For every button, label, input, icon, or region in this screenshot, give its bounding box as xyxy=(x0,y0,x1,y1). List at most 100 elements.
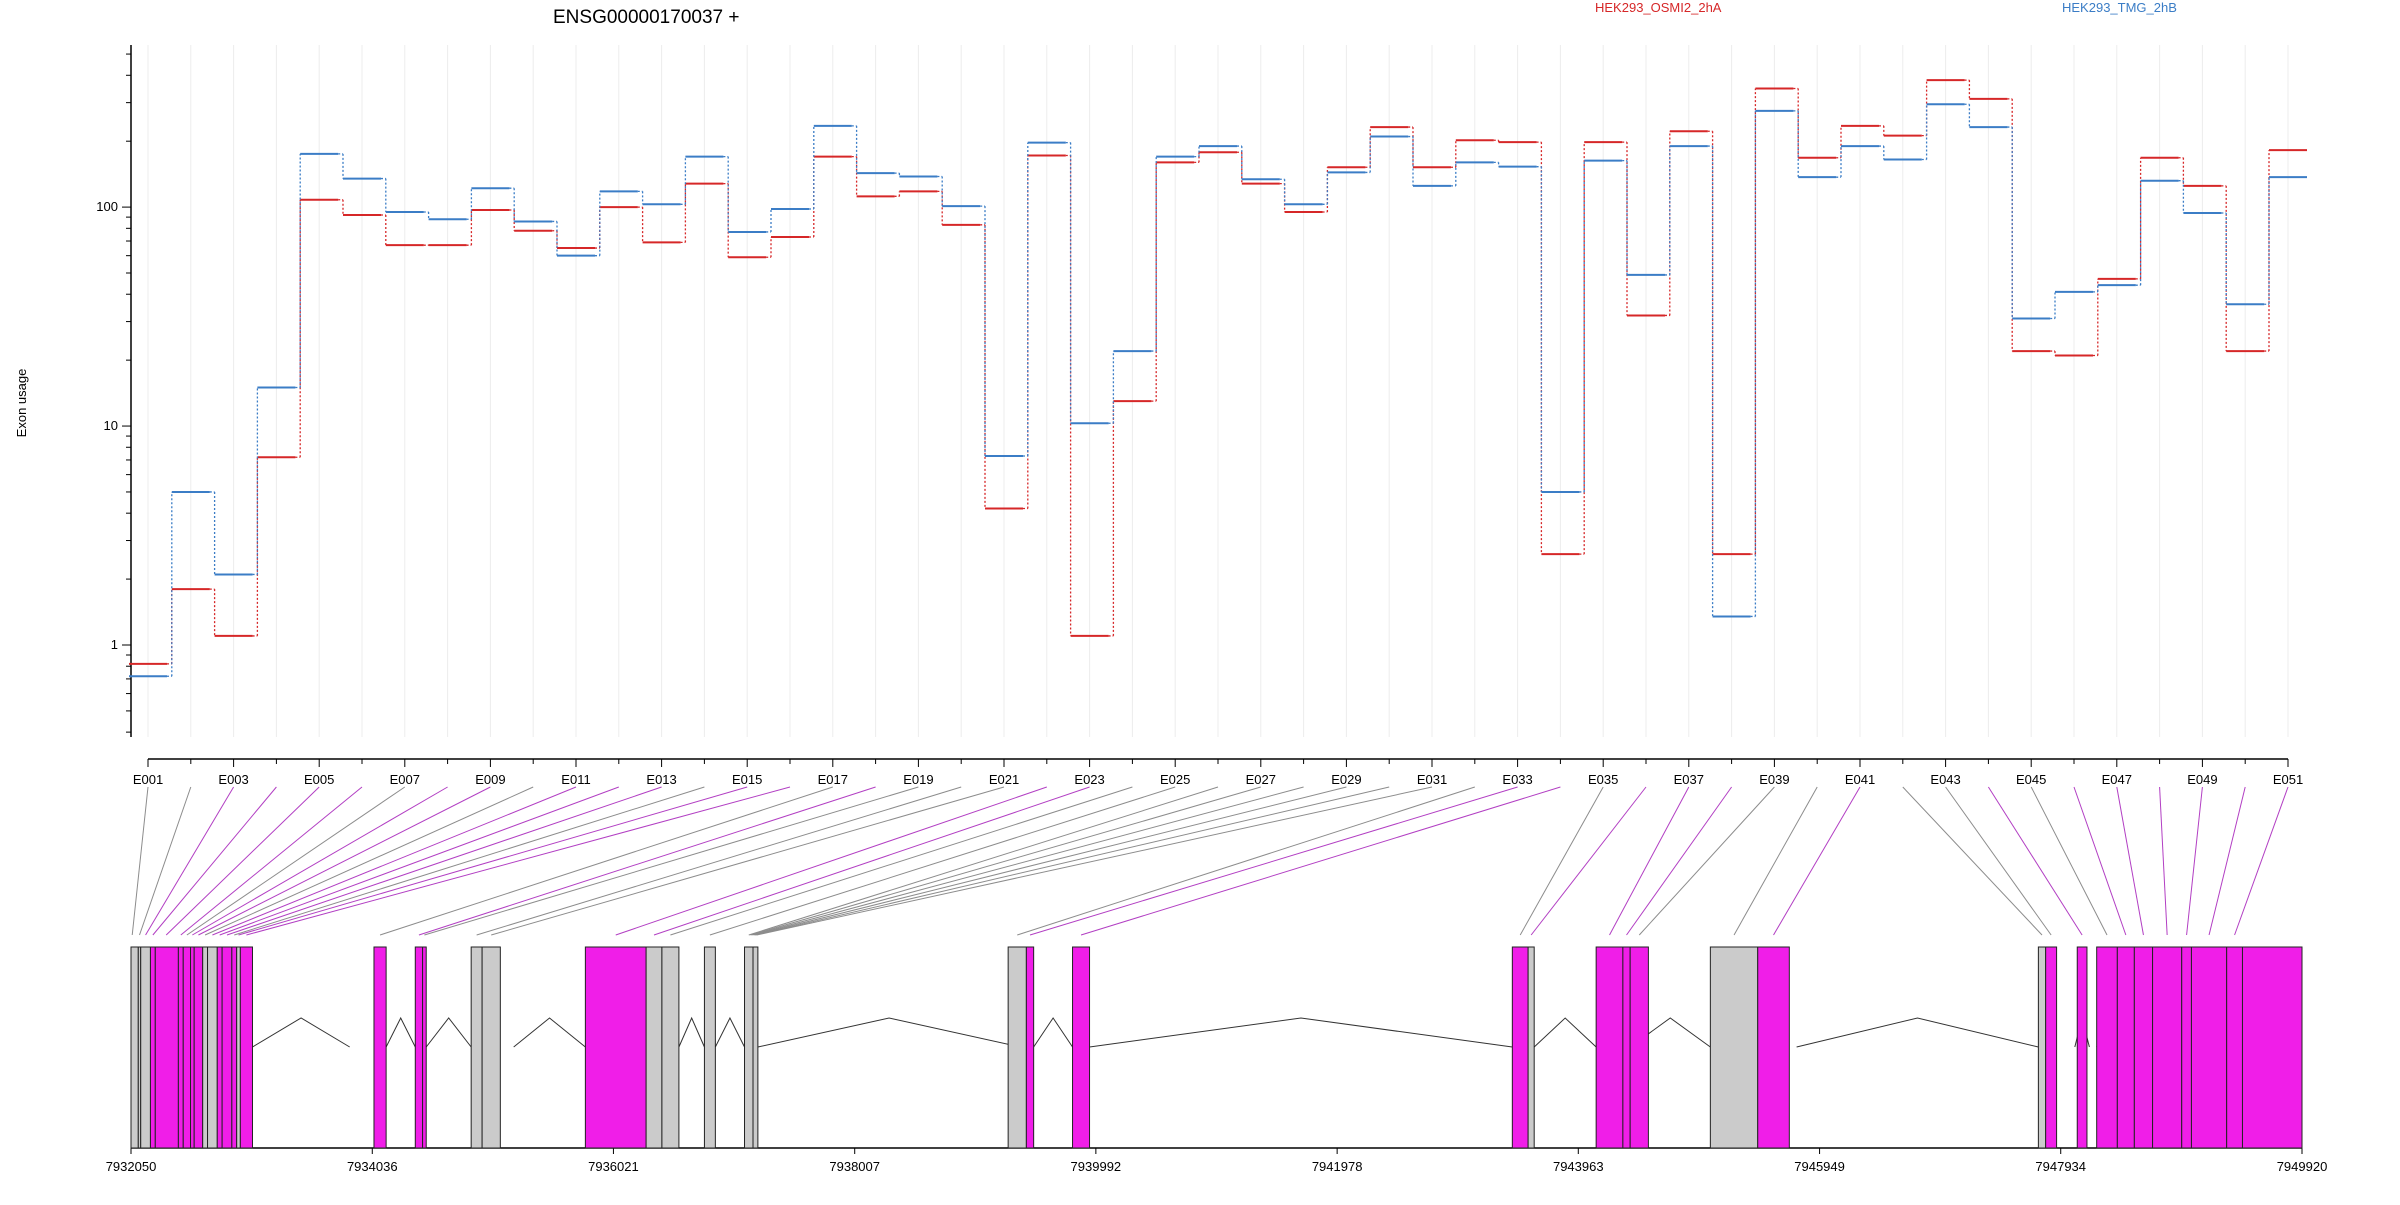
genomic-tick-label: 7938007 xyxy=(829,1159,880,1174)
exon-block-tested xyxy=(422,946,427,1149)
exon-connector xyxy=(192,786,448,936)
exon-block-tested xyxy=(182,946,192,1149)
exon-connector xyxy=(1638,786,1775,936)
exon-connector xyxy=(750,786,1261,936)
exon-connector xyxy=(2073,786,2127,936)
intron-line xyxy=(714,1016,745,1048)
exon-block-tested xyxy=(2133,946,2154,1149)
exon-connector xyxy=(424,786,919,936)
y-tick-label: 100 xyxy=(96,199,118,214)
intron-line xyxy=(1089,1017,1513,1048)
series-lines xyxy=(129,79,2307,678)
exon-block-other xyxy=(470,946,483,1149)
exon-connector xyxy=(246,786,791,936)
exon-block-tested xyxy=(154,946,179,1149)
chart-title: ENSG00000170037 + xyxy=(553,7,739,28)
exon-connector xyxy=(204,786,534,936)
exon-block-tested xyxy=(2190,946,2228,1149)
exon-block-tested xyxy=(177,946,184,1149)
y-axis-label: Exon usage xyxy=(14,369,29,438)
exon-connector xyxy=(2208,786,2246,936)
exon-connector xyxy=(754,786,1347,936)
x-tick-label: E001 xyxy=(133,772,163,787)
x-tick-label: E025 xyxy=(1160,772,1190,787)
exon-connector xyxy=(670,786,1133,936)
exon-connector xyxy=(212,786,577,936)
exon-block-tested xyxy=(231,946,238,1149)
exon-block-tested xyxy=(2076,946,2088,1149)
legend-entry-osmi: HEK293_OSMI2_2hA xyxy=(1595,0,1722,15)
exon-connector xyxy=(180,786,363,936)
x-tick-label: E049 xyxy=(2187,772,2217,787)
x-tick-label: E045 xyxy=(2016,772,2046,787)
exon-connector xyxy=(2116,786,2144,936)
exon-connector xyxy=(145,786,235,936)
exon-block-tested xyxy=(2152,946,2183,1149)
exon-connector xyxy=(1773,786,1861,936)
exon-connector xyxy=(756,786,1433,936)
x-tick-label: E021 xyxy=(989,772,1019,787)
exon-connector xyxy=(165,786,320,936)
exon-block-other xyxy=(140,946,151,1149)
exon-block-other xyxy=(1709,946,1759,1149)
exon-connector xyxy=(226,786,662,936)
exon-block-tested xyxy=(216,946,223,1149)
axes: 1 10 100 E001 E003 E005 E007 E009 E011 E013 E015 E0… xyxy=(96,45,2327,1174)
exon-connector xyxy=(2186,786,2203,936)
x-tick-label: E013 xyxy=(646,772,676,787)
x-tick-label: E015 xyxy=(732,772,762,787)
exon-block-tested xyxy=(2241,946,2303,1149)
intron-line xyxy=(252,1017,350,1048)
x-tick-label: E041 xyxy=(1845,772,1875,787)
intron-line xyxy=(1796,1017,2039,1048)
exon-connector xyxy=(1626,786,1733,936)
genomic-tick-label: 7941978 xyxy=(1312,1159,1363,1174)
x-tick-label: E029 xyxy=(1331,772,1361,787)
exon-block-tested xyxy=(2116,946,2135,1149)
genomic-tick-label: 7936021 xyxy=(588,1159,639,1174)
exon-connector xyxy=(152,786,277,936)
y-tick-label: 1 xyxy=(111,637,118,652)
exon-connector xyxy=(1945,786,2052,936)
exon-block-other xyxy=(130,946,139,1149)
grid xyxy=(147,45,2289,737)
exon-connector xyxy=(755,786,1390,936)
exon-block-tested xyxy=(2226,946,2243,1149)
exon-connector xyxy=(219,786,619,936)
x-tick-label: E003 xyxy=(218,772,248,787)
exon-connector xyxy=(491,786,1005,936)
exon-connector xyxy=(1987,786,2083,936)
exon-connector xyxy=(748,786,1219,936)
exon-block-other xyxy=(703,946,716,1149)
x-tick-label: E043 xyxy=(1930,772,1960,787)
x-tick-label: E039 xyxy=(1759,772,1789,787)
exon-block-tested xyxy=(1025,946,1035,1149)
exon-connector xyxy=(1609,786,1690,936)
x-tick-label: E035 xyxy=(1588,772,1618,787)
exon-connector xyxy=(752,786,1304,936)
exon-connector xyxy=(131,786,149,936)
genomic-tick-label: 7943963 xyxy=(1553,1159,1604,1174)
intron-line xyxy=(385,1016,416,1048)
exon-block-tested xyxy=(373,946,387,1149)
genomic-tick-label: 7949920 xyxy=(2277,1159,2328,1174)
exon-block-tested xyxy=(2045,946,2058,1149)
exon-connector xyxy=(379,786,833,936)
x-tick-label: E051 xyxy=(2273,772,2303,787)
exon-connector xyxy=(2030,786,2108,936)
x-tick-label: E047 xyxy=(2102,772,2132,787)
exon-connector xyxy=(653,786,1090,936)
exon-connector xyxy=(1733,786,1818,936)
exon-block-other xyxy=(481,946,501,1149)
x-tick-label: E005 xyxy=(304,772,334,787)
exon-connector xyxy=(2159,786,2168,936)
x-tick-label: E033 xyxy=(1502,772,1532,787)
exon-block-other xyxy=(202,946,209,1149)
intron-line xyxy=(513,1017,586,1048)
x-tick-label: E037 xyxy=(1674,772,1704,787)
exon-connector xyxy=(476,786,962,936)
intron-line xyxy=(1533,1017,1597,1048)
y-tick-label: 10 xyxy=(104,418,118,433)
exon-block-other xyxy=(744,946,754,1149)
